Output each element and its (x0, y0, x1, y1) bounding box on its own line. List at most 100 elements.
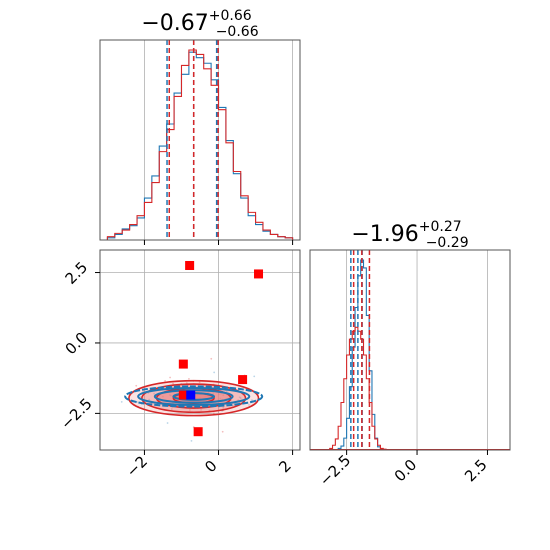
joint-contour-blue (153, 389, 234, 404)
marginal-y-xtick-label: −2.5 (316, 451, 354, 489)
marginal-y-grid (346, 250, 488, 450)
marginal-x-bar (181, 65, 188, 240)
marginal-x-bar (196, 54, 203, 240)
joint-xtick-label: 2 (275, 457, 294, 476)
marginal-x-bar (241, 196, 248, 240)
marginal-y-title-value: −1.96 (351, 222, 418, 247)
marginal-x-histograms (106, 49, 294, 240)
marginal-y-title-sub: −0.29 (426, 235, 469, 251)
joint-sample-point (153, 392, 156, 395)
joint-grid (100, 250, 300, 450)
joint-sample-point (190, 439, 193, 442)
marginal-y-title: −1.96+0.27 −0.29 (351, 219, 468, 251)
marginal-x-ticks (143, 240, 294, 245)
marginal-x-bar (152, 183, 159, 240)
marginal-x-bar (248, 212, 255, 240)
marginal-x-bar (115, 233, 122, 240)
marginal-x-bar (270, 234, 277, 240)
marginal-x-bar (204, 69, 211, 240)
joint-sample-point (166, 422, 169, 424)
joint-sample-point (135, 384, 138, 387)
joint-red-square-marker (185, 260, 195, 270)
marginal-x-bar (256, 222, 263, 240)
joint-sample-point (188, 377, 190, 380)
marginal-y-histogram-series-1 (329, 326, 387, 450)
marginal-y-xtick-label: 0.0 (391, 456, 421, 486)
marginal-x-bar (189, 50, 196, 240)
marginal-y-bar (338, 426, 341, 450)
joint-ytick-label: −2.5 (57, 395, 95, 433)
joint-ytick-label: 0.0 (62, 329, 92, 359)
joint-xtick-label: −2 (123, 452, 151, 480)
joint-red-square-marker (178, 390, 188, 400)
joint-contours (124, 379, 264, 417)
marginal-x-bar (174, 96, 181, 240)
marginal-y-bar (335, 439, 338, 450)
joint-sample-point (221, 430, 224, 433)
joint-sample-point (248, 404, 250, 406)
joint-sample-point (188, 409, 191, 411)
joint-sample-point (200, 408, 202, 411)
marginal-y-frame (309, 249, 511, 451)
marginal-y-bar (364, 355, 367, 450)
joint-sample-point (169, 376, 171, 379)
marginal-x-title-sub: −0.66 (216, 24, 259, 40)
joint-sample-point (142, 390, 144, 393)
joint-frame (99, 249, 301, 451)
joint-sample-point (251, 399, 253, 402)
marginal-y-bar (375, 439, 378, 450)
joint-markers (178, 260, 264, 437)
joint-sample-point (170, 408, 173, 410)
marginal-x-bar (159, 152, 166, 240)
marginal-y-xtick-label: 2.5 (461, 456, 491, 486)
marginal-x-bar (137, 216, 144, 240)
marginal-y-quantile-lines (350, 250, 371, 450)
marginal-x-bar (233, 172, 240, 240)
marginal-x-quantile-lines (166, 40, 219, 240)
marginal-x-bar (122, 230, 129, 240)
joint-sample-point (139, 396, 142, 398)
joint-ytick-label: 2.5 (62, 258, 92, 288)
marginal-y-title-sup: +0.27 (419, 219, 462, 235)
joint-sample-point (71, 437, 73, 439)
joint-sample-point (239, 397, 242, 399)
joint-sample-point (222, 407, 224, 409)
joint-blue-square-marker (186, 390, 196, 400)
marginal-x-bar (219, 110, 226, 240)
marginal-y-histogram-series-0 (337, 259, 381, 450)
marginal-y-histograms (310, 259, 510, 451)
joint-red-square-marker (193, 427, 203, 437)
joint-sample-point (120, 400, 123, 403)
marginal-x-panel: −0.67+0.66 −0.66 (99, 8, 301, 245)
joint-sample-point (225, 390, 228, 393)
marginal-y-ticks: −2.5 0.0 2.5 (316, 450, 491, 490)
joint-sample-point (253, 375, 256, 378)
marginal-x-histogram-series-1 (106, 49, 294, 240)
marginal-y-panel: −2.5 0.0 2.5 −1.96+0.27 −0.29 (309, 219, 511, 490)
joint-sample-point (164, 380, 166, 382)
joint-panel: −2 0 2 −2.5 0.0 2.5 (57, 249, 301, 481)
marginal-x-bar (263, 230, 270, 240)
marginal-y-bar (341, 403, 344, 451)
joint-contour-blue (137, 387, 251, 406)
marginal-x-bar (130, 225, 137, 240)
joint-sample-point (210, 357, 213, 360)
marginal-x-frame (99, 39, 301, 241)
joint-red-square-marker (254, 269, 264, 279)
marginal-y-bar (372, 426, 375, 450)
joint-sample-point (172, 382, 174, 385)
joint-contour-blue (124, 385, 264, 408)
joint-sample-point (148, 398, 151, 401)
marginal-y-bar (347, 355, 350, 450)
marginal-x-title-sup: +0.66 (209, 8, 252, 24)
joint-sample-point (198, 381, 201, 384)
joint-sample-point (213, 412, 215, 415)
marginal-x-bar (144, 202, 151, 240)
marginal-x-title-value: −0.67 (141, 11, 208, 36)
joint-xtick-label: 0 (201, 457, 220, 476)
joint-ticks: −2 0 2 −2.5 0.0 2.5 (57, 258, 295, 480)
joint-red-square-marker (238, 375, 248, 385)
joint-sample-point (213, 371, 216, 374)
joint-red-square-marker (178, 359, 188, 369)
